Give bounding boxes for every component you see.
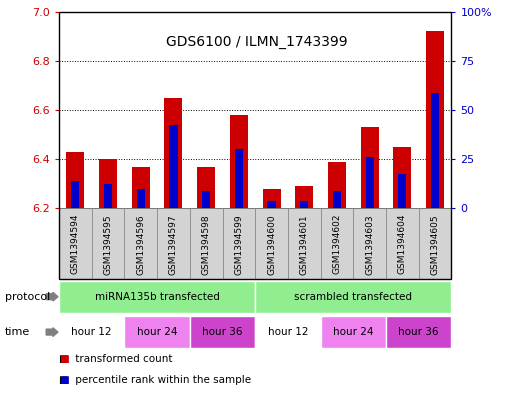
Bar	[71, 181, 80, 208]
Text: GSM1394597: GSM1394597	[169, 214, 178, 275]
Bar	[393, 147, 411, 208]
Text: ■  transformed count: ■ transformed count	[59, 354, 172, 364]
Text: GSM1394594: GSM1394594	[71, 214, 80, 274]
Text: GSM1394603: GSM1394603	[365, 214, 374, 275]
Text: hour 12: hour 12	[268, 327, 308, 337]
Bar	[99, 159, 117, 208]
Text: GSM1394595: GSM1394595	[104, 214, 112, 275]
Bar	[288, 208, 321, 279]
Bar	[202, 191, 210, 208]
Bar	[295, 186, 313, 208]
Bar	[197, 167, 215, 208]
Bar	[263, 189, 281, 208]
Text: GSM1394596: GSM1394596	[136, 214, 145, 275]
Bar	[136, 189, 145, 208]
Text: GSM1394602: GSM1394602	[332, 214, 342, 274]
Text: hour 12: hour 12	[71, 327, 112, 337]
Text: GSM1394604: GSM1394604	[398, 214, 407, 274]
Text: GSM1394598: GSM1394598	[202, 214, 211, 275]
Text: GSM1394600: GSM1394600	[267, 214, 276, 275]
Bar	[300, 201, 308, 208]
Text: time: time	[5, 327, 30, 337]
Bar	[398, 174, 406, 208]
Bar	[190, 316, 255, 348]
Bar	[333, 191, 341, 208]
Text: hour 36: hour 36	[202, 327, 243, 337]
Bar	[321, 208, 353, 279]
Bar	[431, 93, 439, 208]
Text: GDS6100 / ILMN_1743399: GDS6100 / ILMN_1743399	[166, 35, 347, 50]
Text: GSM1394605: GSM1394605	[430, 214, 440, 275]
Bar	[124, 316, 190, 348]
Bar	[426, 31, 444, 208]
Bar	[361, 127, 379, 208]
Bar	[386, 316, 451, 348]
Bar	[190, 208, 223, 279]
Bar	[66, 152, 84, 208]
Bar	[223, 208, 255, 279]
Text: hour 24: hour 24	[333, 327, 373, 337]
Bar	[59, 208, 92, 279]
Bar	[255, 281, 451, 313]
Text: scrambled transfected: scrambled transfected	[294, 292, 412, 302]
Bar	[419, 208, 451, 279]
Bar	[267, 201, 275, 208]
Text: hour 36: hour 36	[399, 327, 439, 337]
Bar	[235, 149, 243, 208]
Bar	[386, 208, 419, 279]
Bar	[328, 162, 346, 208]
Bar	[92, 208, 125, 279]
Bar	[104, 184, 112, 208]
Text: ■: ■	[59, 354, 69, 364]
Bar	[366, 157, 374, 208]
Text: ■  percentile rank within the sample: ■ percentile rank within the sample	[59, 375, 251, 385]
Text: GSM1394599: GSM1394599	[234, 214, 243, 275]
Bar	[230, 115, 248, 208]
Text: hour 24: hour 24	[137, 327, 177, 337]
Bar	[169, 125, 177, 208]
Bar	[59, 281, 255, 313]
Text: miRNA135b transfected: miRNA135b transfected	[95, 292, 220, 302]
Bar	[353, 208, 386, 279]
Bar	[132, 167, 150, 208]
Bar	[255, 208, 288, 279]
Text: ■: ■	[59, 375, 69, 385]
Bar	[165, 98, 183, 208]
Bar	[157, 208, 190, 279]
Bar	[255, 316, 321, 348]
Bar	[124, 208, 157, 279]
Text: GSM1394601: GSM1394601	[300, 214, 309, 275]
Bar	[59, 316, 124, 348]
Bar	[321, 316, 386, 348]
Text: protocol: protocol	[5, 292, 50, 302]
